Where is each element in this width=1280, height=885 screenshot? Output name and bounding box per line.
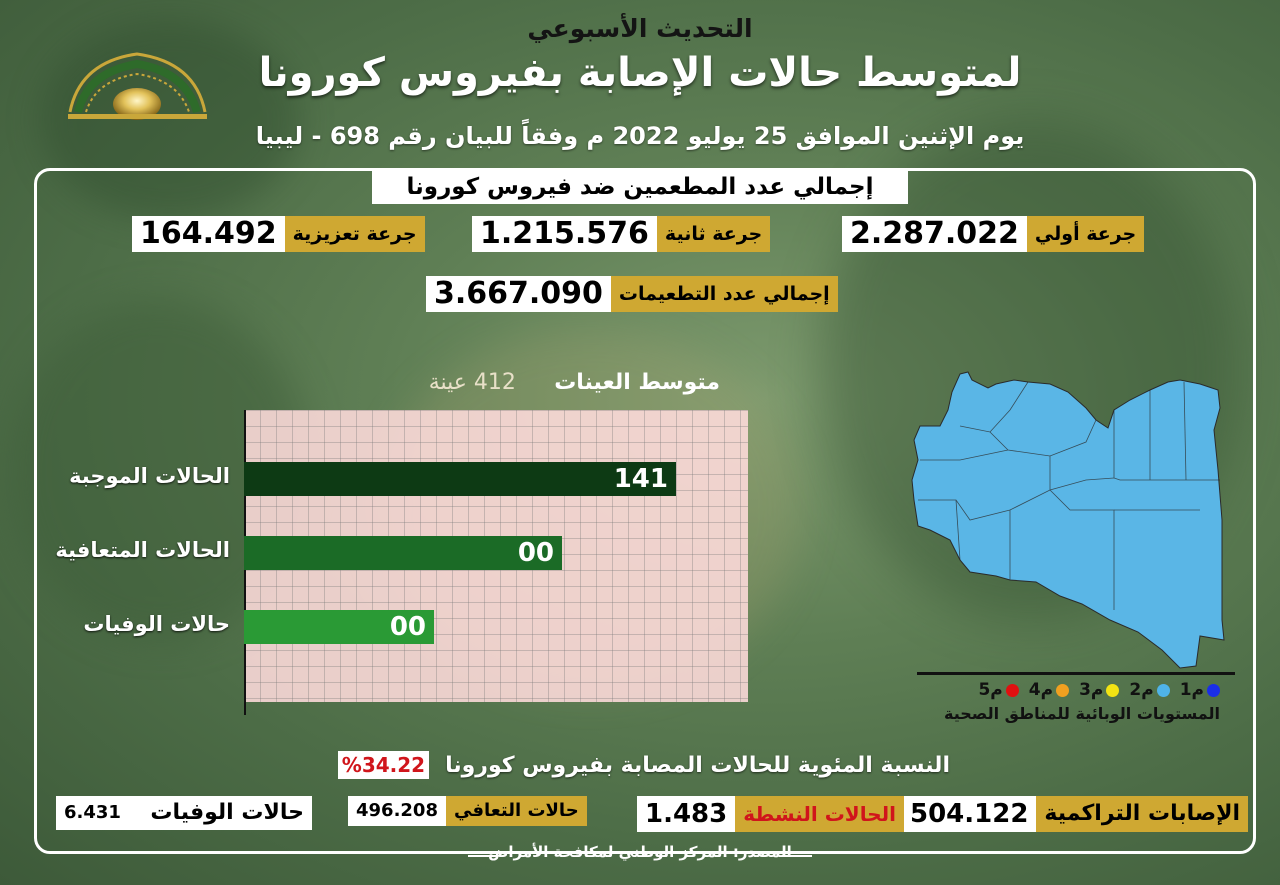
active-cases-label: الحالات النشطة [735, 796, 904, 832]
bar-value-label: 00 [389, 612, 426, 642]
source-rule-left [468, 855, 498, 857]
booster-dose-value: 164.492 [132, 216, 285, 252]
logo-emblem [68, 52, 207, 120]
source-text: المصدر: المركز الوطني لمكافحة الأمراض [488, 843, 792, 861]
legend-item: م2 [1129, 678, 1170, 702]
bar-2: 00 [244, 536, 562, 570]
legend-label: م5 [978, 680, 1003, 700]
legend-label: م1 [1179, 680, 1204, 700]
bar-1: 141 [244, 462, 676, 496]
bar-3: 00 [244, 610, 434, 644]
second-dose-stat: جرعة ثانية 1.215.576 [472, 216, 771, 252]
positivity-label: النسبة المئوية للحالات المصابة بفيروس كو… [445, 752, 950, 778]
chart-title: متوسط العينات 412 عينة [320, 370, 720, 400]
main-title: لمتوسط حالات الإصابة بفيروس كورونا [258, 50, 1022, 96]
samples-bar-chart: 141 00 00 [244, 410, 748, 715]
content-frame [34, 168, 1256, 854]
cumulative-cases-stat: الإصابات التراكمية 504.122 [902, 796, 1249, 832]
chart-title-text: متوسط العينات [554, 370, 720, 395]
legend-item: م3 [1079, 678, 1120, 702]
category-label: الحالات المتعافية [55, 538, 230, 562]
first-dose-stat: جرعة أولي 2.287.022 [842, 216, 1145, 252]
cumulative-cases-label: الإصابات التراكمية [1036, 796, 1249, 832]
legend-caption: المستويات الوبائية للمناطق الصحية [944, 704, 1220, 723]
booster-dose-label: جرعة تعزيزية [284, 216, 425, 252]
libya-map-shape [911, 371, 1225, 669]
positivity-value: %34.22 [337, 751, 430, 779]
deaths-value: 6.431 [56, 796, 142, 830]
vaccination-title: إجمالي عدد المطعمين ضد فيروس كورونا [372, 170, 908, 204]
weekly-update-label: التحديث الأسبوعي [527, 14, 753, 43]
legend-item: م1 [1180, 678, 1220, 702]
bar-value-label: 00 [517, 538, 554, 568]
total-vaccinations-stat: إجمالي عدد التطعيمات 3.667.090 [426, 276, 838, 312]
category-label: الحالات الموجبة [69, 464, 230, 488]
cumulative-cases-value: 504.122 [902, 796, 1037, 832]
booster-dose-stat: جرعة تعزيزية 164.492 [132, 216, 425, 252]
active-cases-stat: الحالات النشطة 1.483 [637, 796, 904, 832]
first-dose-value: 2.287.022 [842, 216, 1027, 252]
legend-dot-icon [1005, 683, 1019, 697]
libya-map [911, 371, 1225, 669]
recovered-cases-value: 496.208 [348, 796, 446, 826]
recovered-cases-label: حالات التعافي [445, 796, 587, 826]
date-line: يوم الإثنين الموافق 25 يوليو 2022 م وفقا… [255, 122, 1025, 150]
first-dose-label: جرعة أولي [1026, 216, 1145, 252]
legend-item: م5 [978, 678, 1019, 702]
legend-label: م4 [1028, 680, 1054, 700]
legend-label: م2 [1129, 680, 1154, 700]
deaths-stat: حالات الوفيات 6.431 [56, 796, 312, 830]
source-rule-right [782, 855, 812, 857]
second-dose-value: 1.215.576 [472, 216, 657, 252]
legend-separator [917, 672, 1235, 675]
category-label: حالات الوفيات [83, 612, 230, 636]
deaths-label: حالات الوفيات [142, 796, 312, 830]
legend-item: م4 [1028, 678, 1070, 702]
active-cases-value: 1.483 [637, 796, 736, 832]
bar-value-label: 141 [613, 464, 668, 494]
legend-dot-icon [1156, 683, 1170, 697]
legend-label: م3 [1079, 680, 1104, 700]
legend-dot-icon [1207, 683, 1220, 697]
legend-dot-icon [1106, 683, 1120, 697]
source-credit: المصدر: المركز الوطني لمكافحة الأمراض [460, 843, 820, 869]
legend-dot-icon [1056, 683, 1070, 697]
second-dose-label: جرعة ثانية [656, 216, 771, 252]
positivity-rate: النسبة المئوية للحالات المصابة بفيروس كو… [290, 748, 950, 782]
total-vaccinations-value: 3.667.090 [426, 276, 611, 312]
total-vaccinations-label: إجمالي عدد التطعيمات [610, 276, 838, 312]
epidemic-level-legend: م1 م2 م3 م4 م5 [920, 678, 1220, 702]
samples-count: 412 عينة [428, 370, 516, 395]
recovered-cases-stat: حالات التعافي 496.208 [348, 796, 587, 826]
